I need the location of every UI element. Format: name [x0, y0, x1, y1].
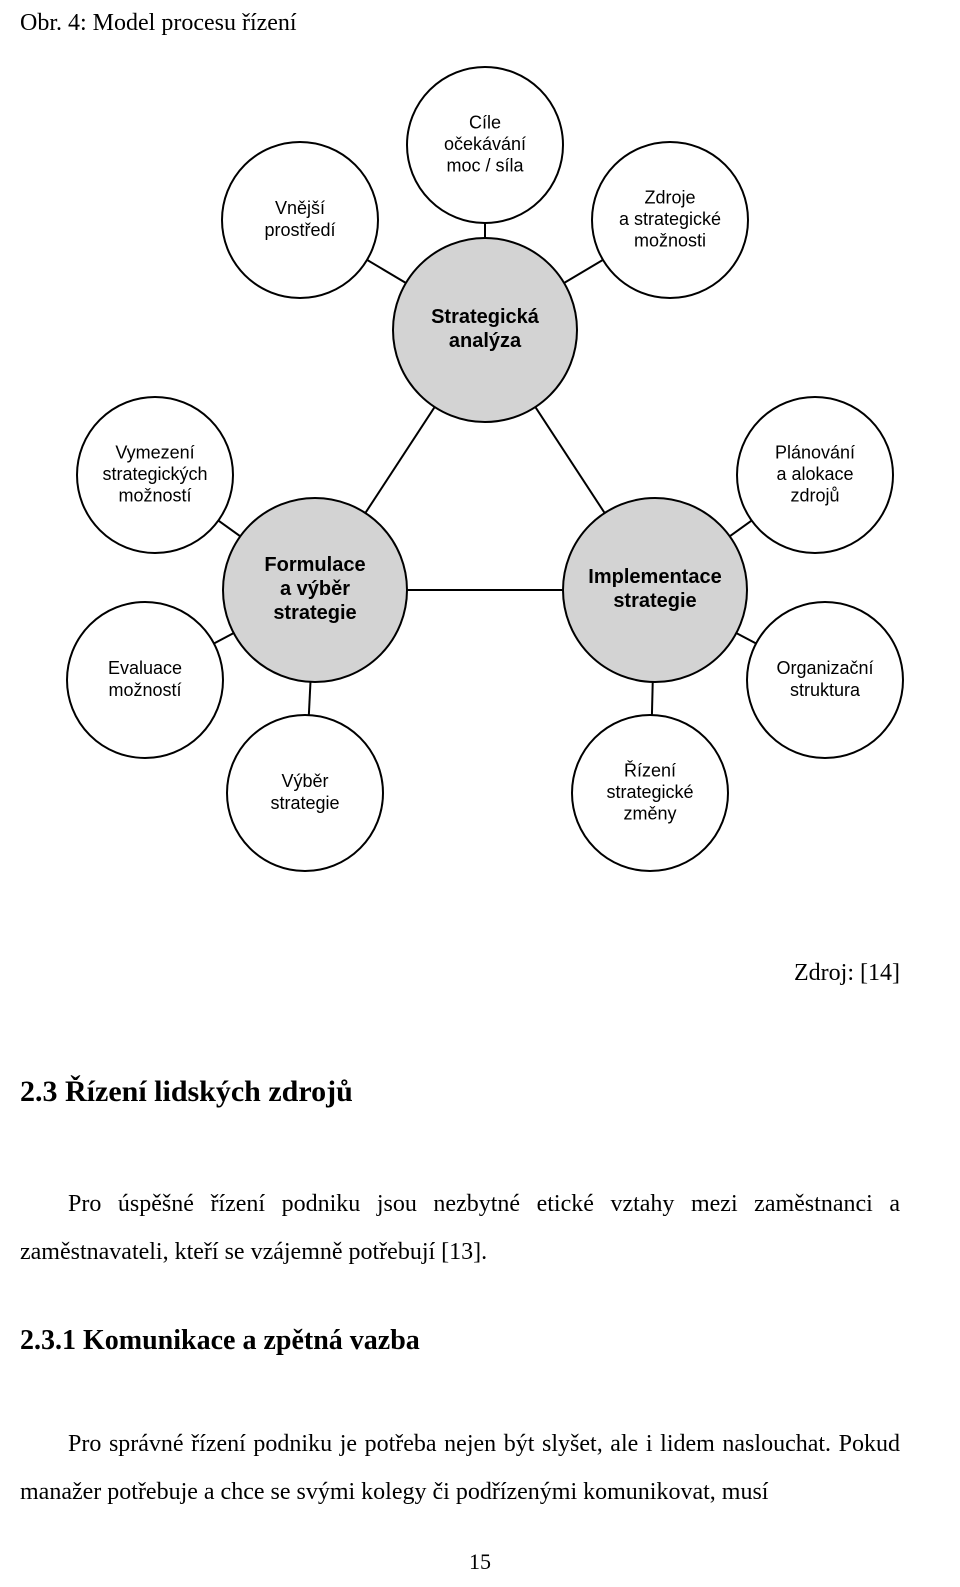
figure-caption: Obr. 4: Model procesu řízení	[20, 10, 297, 37]
page-number: 15	[0, 1549, 960, 1575]
paragraph-2: Pro správné řízení podniku je potřeba ne…	[20, 1420, 900, 1516]
page: Obr. 4: Model procesu řízení Cíleočekává…	[0, 0, 960, 1587]
svg-text:Organizačnístruktura: Organizačnístruktura	[776, 658, 873, 700]
figure-source: Zdroj: [14]	[794, 960, 900, 987]
heading-2-3-1: 2.3.1 Komunikace a zpětná vazba	[20, 1325, 420, 1357]
heading-2-3: 2.3 Řízení lidských zdrojů	[20, 1075, 353, 1109]
diagram-svg: Cíleočekávánímoc / sílaVnějšíprostředíZd…	[50, 50, 920, 920]
svg-text:Vnějšíprostředí: Vnějšíprostředí	[264, 198, 335, 240]
paragraph-1: Pro úspěšné řízení podniku jsou nezbytné…	[20, 1180, 900, 1276]
svg-text:Evaluacemožností: Evaluacemožností	[108, 658, 182, 700]
process-model-diagram: Cíleočekávánímoc / sílaVnějšíprostředíZd…	[50, 50, 920, 920]
